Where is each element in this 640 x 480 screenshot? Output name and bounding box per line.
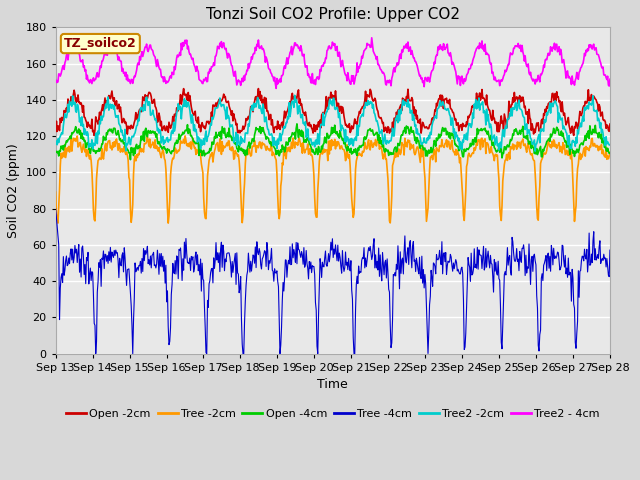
Open -2cm: [90, 132, 98, 138]
Open -4cm: [119, 137, 127, 143]
Tree -4cm: [52, 206, 60, 212]
Open -2cm: [418, 125, 426, 131]
X-axis label: Time: Time: [317, 378, 348, 391]
Tree2 - 4cm: [402, 44, 410, 49]
Tree2 -2cm: [62, 113, 70, 119]
Tree2 -2cm: [401, 99, 409, 105]
Open -4cm: [293, 121, 301, 127]
Tree -4cm: [62, 258, 70, 264]
Text: TZ_soilco2: TZ_soilco2: [64, 37, 137, 50]
Open -4cm: [52, 148, 60, 154]
Open -4cm: [205, 150, 213, 156]
Tree -2cm: [418, 154, 426, 159]
Y-axis label: Soil CO2 (ppm): Soil CO2 (ppm): [7, 143, 20, 238]
Open -4cm: [176, 136, 184, 142]
Tree2 - 4cm: [68, 34, 76, 40]
Tree -2cm: [54, 220, 62, 226]
Tree2 - 4cm: [606, 76, 614, 82]
Open -4cm: [402, 131, 410, 136]
Line: Open -2cm: Open -2cm: [56, 89, 610, 135]
Line: Tree -4cm: Tree -4cm: [56, 209, 610, 354]
Tree2 - 4cm: [205, 71, 213, 76]
Line: Tree2 - 4cm: Tree2 - 4cm: [56, 37, 610, 88]
Open -2cm: [255, 86, 262, 92]
Tree2 -2cm: [119, 132, 127, 138]
Tree -2cm: [402, 143, 410, 149]
Tree2 -2cm: [606, 142, 614, 148]
Tree2 -2cm: [531, 148, 539, 154]
Tree2 - 4cm: [176, 49, 184, 55]
Tree -2cm: [606, 150, 614, 156]
Tree2 - 4cm: [120, 71, 127, 76]
Open -2cm: [176, 100, 184, 106]
Tree2 - 4cm: [418, 75, 426, 81]
Tree2 - 4cm: [272, 85, 280, 91]
Legend: Open -2cm, Tree -2cm, Open -4cm, Tree -4cm, Tree2 -2cm, Tree2 - 4cm: Open -2cm, Tree -2cm, Open -4cm, Tree -4…: [61, 405, 604, 424]
Tree -2cm: [206, 155, 214, 161]
Tree -2cm: [181, 133, 189, 139]
Open -4cm: [418, 141, 426, 147]
Tree2 - 4cm: [52, 79, 60, 85]
Line: Tree2 -2cm: Tree2 -2cm: [56, 96, 610, 151]
Open -2cm: [62, 109, 70, 115]
Open -2cm: [402, 99, 410, 105]
Open -2cm: [120, 116, 127, 121]
Tree2 -2cm: [417, 141, 425, 146]
Tree -4cm: [120, 269, 127, 275]
Tree -2cm: [63, 150, 70, 156]
Tree -2cm: [120, 146, 127, 152]
Line: Tree -2cm: Tree -2cm: [56, 136, 610, 223]
Tree -4cm: [92, 351, 100, 357]
Tree2 -2cm: [52, 140, 60, 146]
Tree2 -2cm: [175, 107, 183, 112]
Open -2cm: [52, 129, 60, 134]
Tree -2cm: [176, 146, 184, 152]
Open -4cm: [62, 141, 70, 146]
Open -4cm: [606, 150, 614, 156]
Tree2 -2cm: [291, 93, 298, 98]
Tree -4cm: [606, 247, 614, 253]
Line: Open -4cm: Open -4cm: [56, 124, 610, 160]
Tree -4cm: [205, 281, 213, 287]
Tree -4cm: [401, 233, 409, 239]
Tree -4cm: [417, 276, 425, 281]
Open -2cm: [205, 121, 213, 127]
Open -4cm: [127, 157, 134, 163]
Tree -4cm: [176, 248, 184, 253]
Tree2 -2cm: [204, 133, 212, 139]
Tree2 - 4cm: [62, 58, 70, 63]
Tree -2cm: [52, 189, 60, 195]
Open -2cm: [606, 121, 614, 127]
Title: Tonzi Soil CO2 Profile: Upper CO2: Tonzi Soil CO2 Profile: Upper CO2: [206, 7, 460, 22]
